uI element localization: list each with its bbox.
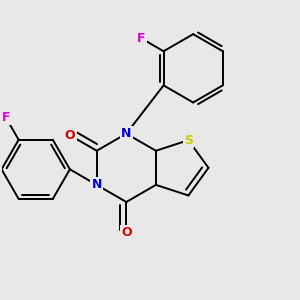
Text: O: O bbox=[65, 129, 75, 142]
Text: S: S bbox=[184, 134, 193, 147]
Text: F: F bbox=[2, 111, 10, 124]
Text: O: O bbox=[121, 226, 132, 239]
Text: N: N bbox=[92, 178, 102, 191]
Text: F: F bbox=[137, 32, 146, 45]
Text: N: N bbox=[121, 127, 131, 140]
